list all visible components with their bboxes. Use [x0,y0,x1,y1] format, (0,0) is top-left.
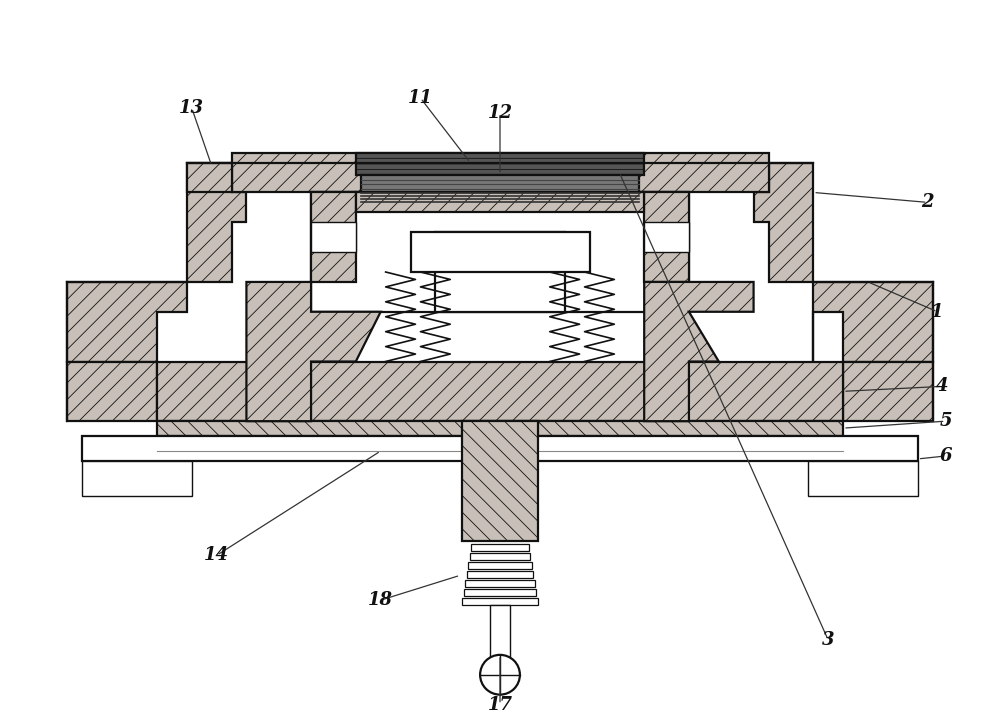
Polygon shape [67,282,187,362]
Polygon shape [462,598,538,605]
Polygon shape [187,163,232,192]
Polygon shape [356,192,644,213]
Text: 14: 14 [204,547,229,565]
Circle shape [480,655,520,695]
Polygon shape [311,192,689,312]
Polygon shape [311,222,356,252]
Text: 3: 3 [822,631,834,649]
Polygon shape [754,163,813,282]
Text: 1: 1 [931,303,944,321]
Polygon shape [813,282,933,362]
Polygon shape [435,232,565,312]
Polygon shape [157,422,843,436]
Polygon shape [462,422,538,541]
Polygon shape [468,562,532,569]
Polygon shape [82,461,192,496]
Polygon shape [411,232,590,272]
Text: 17: 17 [488,696,512,714]
Text: 4: 4 [936,377,949,395]
Text: 13: 13 [179,99,204,117]
Polygon shape [187,163,246,282]
Polygon shape [644,282,754,422]
Polygon shape [311,192,356,282]
Text: 12: 12 [488,104,512,122]
Polygon shape [644,192,689,282]
Polygon shape [361,174,639,192]
Text: 2: 2 [921,193,934,211]
Polygon shape [356,153,644,174]
Polygon shape [465,581,535,587]
Polygon shape [157,362,843,422]
Polygon shape [471,544,529,552]
Polygon shape [808,461,918,496]
Polygon shape [470,553,530,560]
Text: 6: 6 [939,447,952,465]
Polygon shape [232,153,769,192]
Polygon shape [467,571,533,578]
Text: 5: 5 [939,412,952,430]
Polygon shape [644,222,689,252]
Polygon shape [82,436,918,461]
Polygon shape [464,589,536,596]
Polygon shape [490,605,510,660]
Text: 18: 18 [368,591,393,609]
Polygon shape [246,282,381,422]
Text: 11: 11 [408,89,433,107]
Polygon shape [843,362,933,422]
Polygon shape [67,362,157,422]
